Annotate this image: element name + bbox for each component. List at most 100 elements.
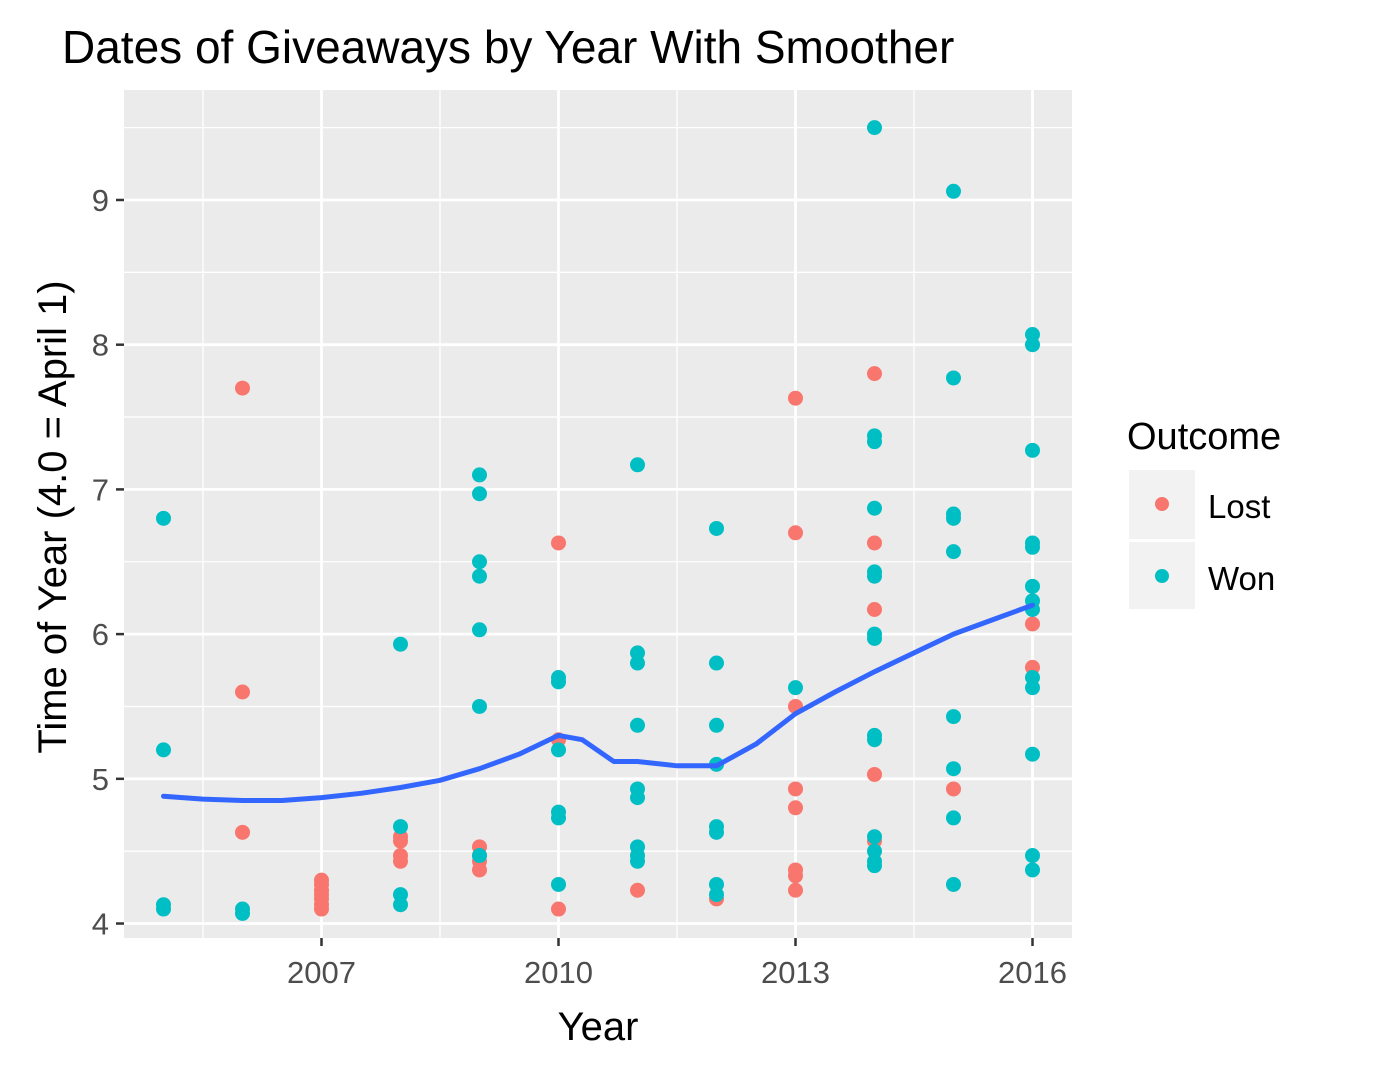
data-point-won <box>946 761 961 777</box>
data-point-won <box>551 810 566 826</box>
legend-title: Outcome <box>1127 416 1281 458</box>
legend-marker-lost <box>1155 497 1169 511</box>
legend-marker-won <box>1155 569 1169 583</box>
data-point-won <box>709 520 724 536</box>
data-point-won <box>709 887 724 903</box>
data-point-won <box>630 717 645 733</box>
data-point-won <box>472 622 487 638</box>
data-point-won <box>235 905 250 921</box>
data-point-lost <box>867 366 882 382</box>
data-point-won <box>867 568 882 584</box>
y-axis-label: Time of Year (4.0 = April 1) <box>31 280 75 753</box>
data-point-won <box>630 853 645 869</box>
data-point-lost <box>235 684 250 700</box>
data-point-won <box>1025 862 1040 878</box>
data-point-won <box>1025 442 1040 458</box>
data-point-won <box>867 434 882 450</box>
data-point-lost <box>1025 616 1040 632</box>
data-point-won <box>1025 539 1040 555</box>
data-point-won <box>867 120 882 136</box>
data-point-won <box>1025 337 1040 353</box>
data-point-lost <box>788 781 803 797</box>
data-point-won <box>393 897 408 913</box>
data-point-lost <box>393 853 408 869</box>
data-point-won <box>946 810 961 826</box>
data-point-won <box>946 876 961 892</box>
data-point-won <box>630 655 645 671</box>
data-point-won <box>156 510 171 526</box>
data-point-won <box>946 510 961 526</box>
smoother-line <box>161 602 1035 803</box>
data-point-lost <box>788 525 803 541</box>
axes: 2007 2010 2013 2016 4 5 6 7 8 9 <box>92 183 1067 990</box>
y-tick-label: 4 <box>92 907 109 942</box>
data-point-won <box>867 732 882 748</box>
data-point-won <box>630 790 645 806</box>
data-point-lost <box>551 901 566 917</box>
chart-title: Dates of Giveaways by Year With Smoother <box>62 21 954 73</box>
data-point-won <box>156 742 171 758</box>
data-point-won <box>393 819 408 835</box>
data-point-won <box>551 742 566 758</box>
data-point-lost <box>788 800 803 816</box>
data-point-lost <box>472 862 487 878</box>
data-point-won <box>393 636 408 652</box>
data-point-lost <box>788 882 803 898</box>
y-tick-label: 5 <box>92 762 109 797</box>
data-point-won <box>1025 746 1040 762</box>
y-tick-label: 7 <box>92 472 109 507</box>
data-point-lost <box>788 390 803 406</box>
plot-panel <box>124 90 1072 938</box>
data-point-won <box>946 709 961 725</box>
data-point-lost <box>393 833 408 849</box>
legend-label-won: Won <box>1208 560 1275 597</box>
legend: Outcome Lost Won <box>1127 416 1281 609</box>
data-point-won <box>788 680 803 696</box>
legend-label-lost: Lost <box>1208 488 1270 525</box>
data-point-won <box>551 876 566 892</box>
data-point-won <box>946 544 961 560</box>
data-point-won <box>472 568 487 584</box>
data-point-won <box>709 655 724 671</box>
data-point-won <box>946 370 961 386</box>
data-point-won <box>472 554 487 570</box>
data-point-won <box>867 829 882 845</box>
x-tick-label: 2016 <box>998 955 1067 990</box>
data-point-won <box>867 858 882 874</box>
x-tick-label: 2007 <box>287 955 356 990</box>
data-point-won <box>472 698 487 714</box>
data-point-lost <box>314 901 329 917</box>
data-point-won <box>867 630 882 646</box>
x-tick-label: 2013 <box>761 955 830 990</box>
data-point-lost <box>867 602 882 618</box>
data-point-won <box>551 674 566 690</box>
data-point-won <box>472 848 487 864</box>
data-point-won <box>472 467 487 483</box>
panel-background <box>124 90 1072 938</box>
data-point-won <box>1025 578 1040 594</box>
data-point-won <box>156 901 171 917</box>
data-point-won <box>709 824 724 840</box>
y-tick-label: 6 <box>92 617 109 652</box>
data-point-lost <box>630 882 645 898</box>
x-axis-label: Year <box>558 1005 639 1049</box>
data-point-lost <box>867 535 882 551</box>
data-point-lost <box>235 380 250 396</box>
data-point-lost <box>551 535 566 551</box>
y-tick-label: 9 <box>92 183 109 218</box>
data-point-won <box>709 717 724 733</box>
data-point-lost <box>946 781 961 797</box>
data-point-won <box>946 183 961 199</box>
data-point-won <box>1025 848 1040 864</box>
data-point-won <box>1025 680 1040 696</box>
data-point-lost <box>788 868 803 884</box>
data-point-won <box>630 457 645 473</box>
data-point-won <box>472 486 487 502</box>
y-tick-label: 8 <box>92 328 109 363</box>
x-tick-label: 2010 <box>524 955 593 990</box>
data-point-won <box>867 500 882 516</box>
data-point-lost <box>235 824 250 840</box>
data-point-lost <box>867 766 882 782</box>
